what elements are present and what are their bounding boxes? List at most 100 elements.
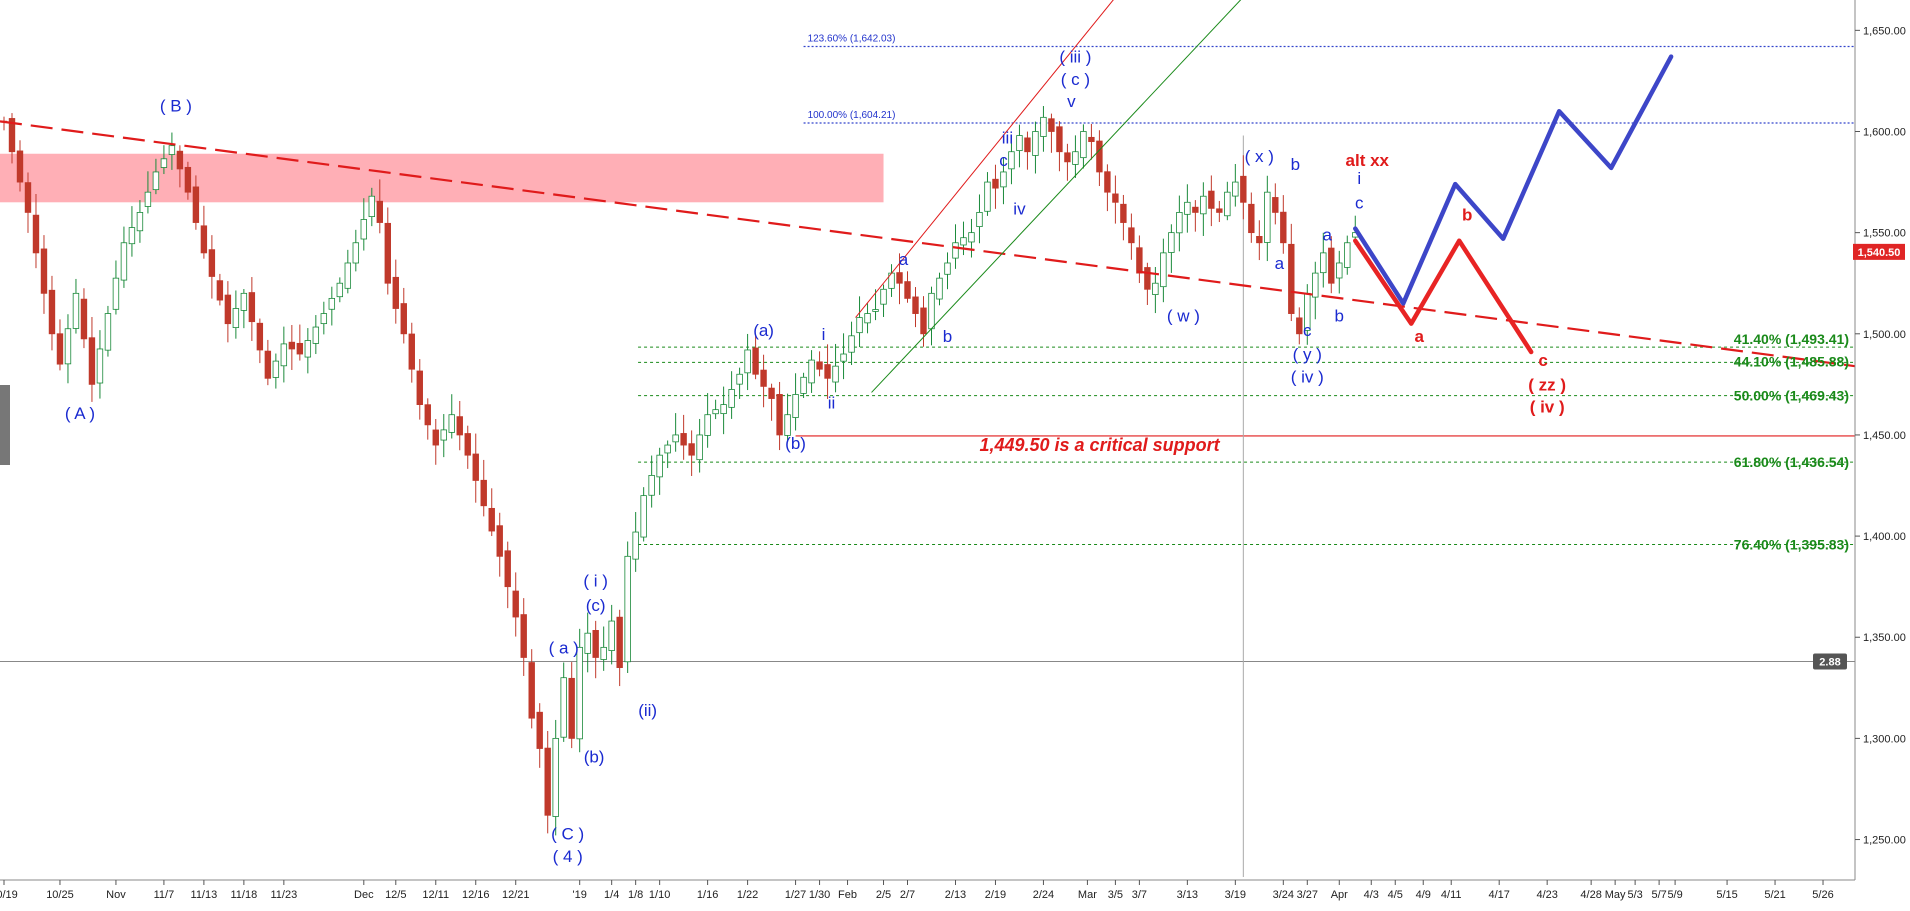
wave-label: c — [1303, 321, 1312, 340]
candle-body — [160, 158, 168, 168]
candle-body — [584, 632, 591, 654]
wave-label: ( w ) — [1167, 307, 1200, 326]
candle — [808, 350, 815, 393]
candle-body — [1200, 195, 1207, 215]
x-tick-label: 5/26 — [1812, 889, 1833, 901]
candle — [1048, 113, 1055, 153]
candle-body — [984, 181, 991, 212]
candle — [968, 218, 975, 258]
candle-body — [224, 294, 232, 325]
candle — [768, 383, 775, 421]
candle — [408, 322, 415, 383]
candle — [1224, 181, 1231, 221]
candle — [1128, 213, 1135, 260]
candle-body — [720, 404, 727, 415]
candle — [1080, 124, 1087, 169]
side-tab[interactable] — [0, 385, 10, 465]
x-tick-label: Feb — [838, 889, 857, 901]
candle-body — [1208, 190, 1215, 209]
wave-label: (c) — [586, 596, 606, 615]
wave-label: b — [943, 327, 952, 346]
candle-body — [1296, 317, 1303, 335]
candle-body — [536, 711, 543, 749]
candle — [664, 440, 671, 469]
candle-body — [1048, 118, 1055, 132]
x-tick-label: 3/5 — [1108, 889, 1123, 901]
wave-label: ( A ) — [65, 404, 95, 423]
candle-body — [288, 341, 296, 350]
candle-body — [1008, 151, 1015, 170]
wave-label: ( zz ) — [1528, 375, 1566, 394]
candle — [344, 249, 352, 294]
x-tick-label: 1/27 — [785, 889, 806, 901]
y-tick-label: 1,450.00 — [1863, 430, 1906, 442]
critical-support-note: 1,449.50 is a critical support — [979, 435, 1220, 455]
candle — [1216, 200, 1223, 223]
candle-body — [936, 277, 943, 300]
crosshair-value-label: 2.88 — [1819, 657, 1840, 669]
candle-body — [840, 353, 847, 362]
candle-body — [1312, 272, 1319, 298]
candle-body — [216, 280, 224, 301]
candle — [392, 259, 399, 324]
candle — [1200, 182, 1207, 236]
fib-retracement-label: 50.00% (1,469.43) — [1734, 388, 1849, 404]
fib-retracement-label: 61.80% (1,436.54) — [1734, 454, 1849, 470]
candle-body — [1016, 135, 1023, 152]
wave-label: b — [1291, 155, 1300, 174]
candle-body — [784, 414, 791, 436]
candle-body — [528, 662, 535, 719]
candle — [912, 287, 919, 328]
x-tick-label: 4/17 — [1488, 889, 1509, 901]
candle-body — [80, 298, 88, 340]
y-tick-label: 1,400.00 — [1863, 531, 1906, 543]
candle — [152, 158, 160, 195]
candle — [744, 333, 751, 391]
candle-body — [632, 531, 639, 560]
candle — [960, 221, 967, 256]
candle — [944, 252, 951, 290]
candle-body — [40, 248, 48, 294]
channel-line — [855, 0, 1114, 318]
candle — [1040, 106, 1047, 152]
candle-body — [104, 313, 112, 351]
x-tick-label: Apr — [1331, 889, 1348, 901]
wave-label: c — [999, 151, 1008, 170]
wave-label: (b) — [785, 434, 806, 453]
candle-body — [1136, 247, 1143, 274]
candle — [568, 662, 575, 749]
candle — [640, 487, 647, 542]
candle-body — [896, 272, 903, 284]
candle-body — [472, 453, 479, 481]
candle — [24, 172, 32, 233]
wave-label: ( c ) — [1061, 70, 1090, 89]
candle — [1032, 121, 1039, 174]
candle — [200, 205, 208, 259]
candle — [600, 626, 607, 671]
candle — [904, 271, 911, 303]
x-tick-label: 1/10 — [649, 889, 670, 901]
fib-retracement-label: 44.10% (1,485.88) — [1734, 353, 1849, 369]
candle-body — [320, 313, 328, 325]
candle-body — [648, 475, 655, 496]
candle-body — [272, 360, 280, 378]
x-tick-label: 2/5 — [876, 889, 891, 901]
candle — [552, 719, 559, 836]
candle-body — [8, 118, 16, 153]
candle — [80, 288, 88, 349]
candle-body — [1064, 152, 1071, 163]
candle-body — [512, 590, 519, 618]
candle — [656, 447, 663, 495]
candle — [1232, 163, 1239, 207]
candle-body — [712, 409, 719, 415]
candle-body — [344, 262, 352, 289]
candle — [112, 260, 120, 315]
candle-body — [1232, 181, 1239, 197]
candle — [584, 612, 591, 673]
candle — [1176, 195, 1183, 252]
x-tick-label: '19 — [573, 889, 587, 901]
candle — [96, 330, 104, 399]
x-tick-label: 1/30 — [809, 889, 830, 901]
candle — [120, 226, 128, 288]
candle — [128, 206, 136, 257]
